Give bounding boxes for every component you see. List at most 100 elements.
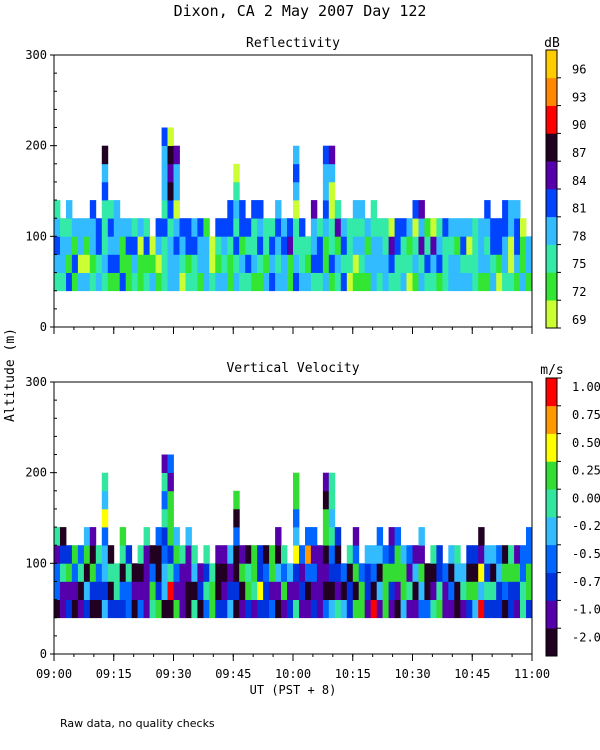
heatmap-cell — [257, 200, 264, 219]
heatmap-cell — [137, 236, 144, 255]
heatmap-cell — [215, 545, 222, 564]
heatmap-cell — [287, 236, 294, 255]
heatmap-cell — [167, 218, 174, 237]
heatmap-cell — [77, 599, 85, 619]
heatmap-cell — [340, 218, 348, 237]
heatmap-cell — [424, 218, 431, 237]
heatmap-cell — [251, 254, 258, 273]
heatmap-cell — [101, 254, 109, 273]
heatmap-cell — [346, 581, 354, 600]
heatmap-cell — [239, 200, 246, 219]
heatmap-cell — [316, 254, 324, 273]
heatmap-cell — [143, 236, 150, 255]
heatmap-cell — [107, 236, 115, 255]
heatmap-cell — [281, 218, 288, 237]
heatmap-cell — [71, 545, 79, 564]
heatmap-cell — [275, 200, 282, 219]
heatmap-cell — [77, 563, 85, 582]
heatmap-cell — [382, 236, 389, 255]
heatmap-cell — [215, 272, 222, 292]
heatmap-cell — [358, 581, 366, 600]
heatmap-cell — [161, 163, 168, 183]
heatmap-cell — [60, 527, 67, 546]
velocity-title: Vertical Velocity — [226, 361, 359, 376]
heatmap-cell — [275, 218, 282, 237]
heatmap-cell — [101, 545, 109, 564]
heatmap-cell — [113, 272, 121, 292]
heatmap-cell — [376, 581, 384, 600]
heatmap-cell — [382, 563, 389, 582]
colorbar-segment — [546, 628, 557, 657]
heatmap-cell — [430, 272, 437, 292]
heatmap-cell — [233, 545, 240, 564]
heatmap-cell — [460, 218, 467, 237]
heatmap-cell — [215, 218, 222, 237]
heatmap-cell — [514, 545, 521, 564]
heatmap-cell — [466, 272, 473, 292]
heatmap-cell — [149, 254, 156, 273]
heatmap-cell — [406, 599, 413, 619]
heatmap-cell — [251, 599, 258, 619]
heatmap-cell — [89, 599, 97, 619]
heatmap-cell — [119, 599, 127, 619]
heatmap-cell — [466, 545, 473, 564]
heatmap-cell — [466, 581, 473, 600]
heatmap-cell — [310, 545, 318, 564]
heatmap-cell — [257, 599, 264, 619]
heatmap-cell — [161, 563, 168, 582]
heatmap-cell — [203, 563, 210, 582]
heatmap-cell — [322, 181, 330, 201]
heatmap-cell — [352, 545, 360, 564]
heatmap-cell — [299, 563, 306, 582]
heatmap-cell — [167, 472, 174, 492]
heatmap-cell — [95, 218, 103, 237]
heatmap-cell — [322, 563, 330, 582]
heatmap-cell — [418, 563, 425, 582]
heatmap-cell — [502, 599, 509, 619]
heatmap-cell — [95, 254, 103, 273]
colorbar-label: 93 — [572, 90, 586, 104]
heatmap-cell — [54, 527, 61, 546]
heatmap-cell — [167, 200, 174, 219]
heatmap-cell — [71, 599, 79, 619]
heatmap-cell — [191, 236, 198, 255]
heatmap-cell — [400, 218, 407, 237]
heatmap-cell — [502, 254, 509, 273]
heatmap-cell — [89, 218, 97, 237]
heatmap-cell — [460, 563, 467, 582]
heatmap-cell — [418, 254, 425, 273]
heatmap-cell — [167, 145, 174, 165]
heatmap-cell — [101, 599, 109, 619]
heatmap-cell — [526, 599, 533, 619]
heatmap-cell — [161, 472, 168, 492]
heatmap-cell — [412, 599, 419, 619]
heatmap-cell — [251, 545, 258, 564]
heatmap-cell — [173, 181, 180, 201]
heatmap-cell — [179, 599, 186, 619]
heatmap-cell — [131, 581, 139, 600]
heatmap-cell — [185, 254, 192, 273]
heatmap-cell — [364, 599, 372, 619]
heatmap-cell — [137, 254, 144, 273]
heatmap-cell — [119, 563, 127, 582]
heatmap-cell — [221, 236, 228, 255]
heatmap-cell — [484, 254, 491, 273]
heatmap-cell — [101, 472, 109, 492]
heatmap-cell — [173, 563, 180, 582]
heatmap-cell — [526, 527, 533, 546]
heatmap-cell — [382, 254, 389, 273]
heatmap-cell — [484, 599, 491, 619]
heatmap-cell — [328, 472, 336, 492]
heatmap-cell — [113, 236, 121, 255]
heatmap-cell — [305, 545, 312, 564]
heatmap-cell — [490, 236, 497, 255]
heatmap-cell — [364, 545, 372, 564]
colorbar-label: 72 — [572, 285, 586, 299]
heatmap-cell — [388, 599, 395, 619]
heatmap-cell — [448, 599, 455, 619]
heatmap-cell — [514, 563, 521, 582]
velocity-colorbar: -2.00 -1.00 -0.75 -0.50 -0.25 0.00 0.25 0.50 0.7… — [545, 377, 600, 657]
heatmap-cell — [430, 218, 437, 237]
heatmap-cell — [400, 254, 407, 273]
heatmap-cell — [322, 272, 330, 292]
